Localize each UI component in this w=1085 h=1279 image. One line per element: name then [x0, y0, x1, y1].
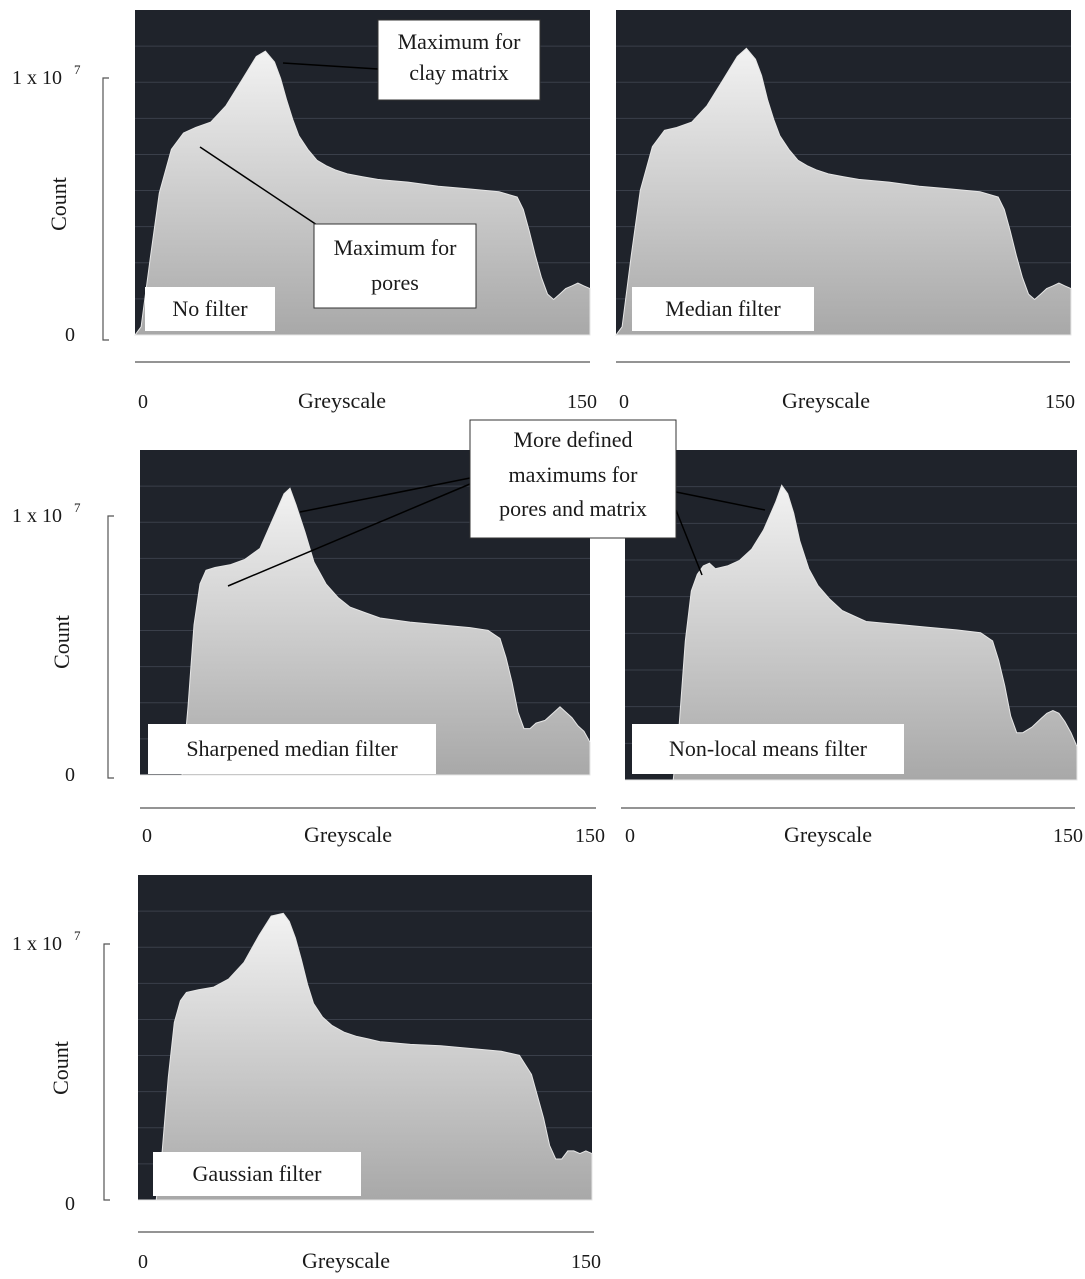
histogram-area: [138, 912, 593, 1201]
y-tick-label-0: 0: [65, 764, 75, 786]
annotation-pores-line2: pores: [371, 270, 419, 295]
x-tick-label-150: 150: [1045, 391, 1075, 413]
y-tick-label-exponent: 7: [74, 500, 81, 515]
y-tick-label-max: 1 x 10: [12, 67, 62, 89]
y-tick-label-0: 0: [65, 324, 75, 346]
annotation-leader-pores: [199, 146, 321, 228]
filter-label: No filter: [172, 296, 248, 321]
annotation-box-clay: [377, 19, 541, 101]
y-tick-label-max: 1 x 10: [12, 933, 62, 955]
x-tick-label-0: 0: [138, 1251, 148, 1273]
annotation-leader-nlm-peak: [675, 491, 766, 511]
annotation-clay-line2: clay matrix: [409, 60, 509, 85]
annotation-leader-sharp-pores: [227, 483, 471, 587]
x-axis-label: Greyscale: [784, 822, 872, 847]
filter-label-box: [148, 724, 436, 774]
y-axis-label: Count: [48, 1041, 73, 1095]
filter-label-box: [153, 1152, 361, 1196]
x-tick-label-0: 0: [138, 391, 148, 413]
annotation-pores: Maximum for pores: [199, 146, 477, 309]
annotation-box-pores: [313, 223, 477, 309]
x-tick-label-150: 150: [575, 825, 605, 847]
x-tick-label-150: 150: [567, 391, 597, 413]
x-axis-label: Greyscale: [302, 1248, 390, 1273]
y-axis-bracket: [103, 943, 110, 1201]
annotation-clay-matrix: Maximum for clay matrix: [282, 19, 541, 101]
y-axis-label: Count: [49, 615, 74, 669]
x-axis-label: Greyscale: [304, 822, 392, 847]
annotation-leader-nlm-pores: [675, 509, 703, 576]
y-tick-label-exponent: 7: [74, 62, 81, 77]
annotation-leader-sharp-peak: [299, 477, 471, 513]
y-tick-label-exponent: 7: [74, 928, 81, 943]
filter-label: Non-local means filter: [669, 736, 868, 761]
x-tick-label-150: 150: [571, 1251, 601, 1273]
annotation-defined-line2: maximums for: [509, 462, 639, 487]
filter-label-box: [145, 287, 275, 331]
annotation-box-defined: [469, 419, 677, 539]
annotation-defined-maximums: More defined maximums for pores and matr…: [227, 419, 766, 587]
filter-label-box: [632, 287, 814, 331]
y-axis-bracket: [107, 515, 114, 779]
x-axis-label: Greyscale: [782, 388, 870, 413]
chart-panel-3: Sharpened median filter 0 1 x 10 7 Count 0 150…: [12, 450, 605, 847]
chart-panel-5: Gaussian filter 0 1 x 10 7 Count 0 150 Greyscal…: [12, 875, 601, 1273]
x-tick-label-0: 0: [619, 391, 629, 413]
x-tick-label-150: 150: [1053, 825, 1083, 847]
filter-label: Gaussian filter: [193, 1161, 323, 1186]
chart-panel-2: Median filter 0 150 Greyscale: [615, 10, 1075, 413]
histogram-area: [615, 47, 1072, 336]
filter-label: Sharpened median filter: [186, 736, 398, 761]
filter-label-box: [632, 724, 904, 774]
x-axis-label: Greyscale: [298, 388, 386, 413]
annotation-leader-clay: [282, 62, 379, 70]
filter-label: Median filter: [665, 296, 781, 321]
x-tick-label-0: 0: [625, 825, 635, 847]
annotation-defined-line1: More defined: [513, 427, 632, 452]
x-tick-label-0: 0: [142, 825, 152, 847]
y-tick-label-max: 1 x 10: [12, 505, 62, 527]
y-axis-bracket: [102, 77, 109, 341]
y-tick-label-0: 0: [65, 1193, 75, 1215]
annotation-clay-line1: Maximum for: [398, 29, 521, 54]
annotation-pores-line1: Maximum for: [334, 235, 457, 260]
histogram-area: [625, 484, 1078, 781]
histogram-area: [140, 487, 591, 776]
y-axis-label: Count: [46, 177, 71, 231]
annotation-defined-line3: pores and matrix: [499, 496, 647, 521]
chart-panel-4: Non-local means filter 0 150 Greyscale: [621, 450, 1083, 847]
